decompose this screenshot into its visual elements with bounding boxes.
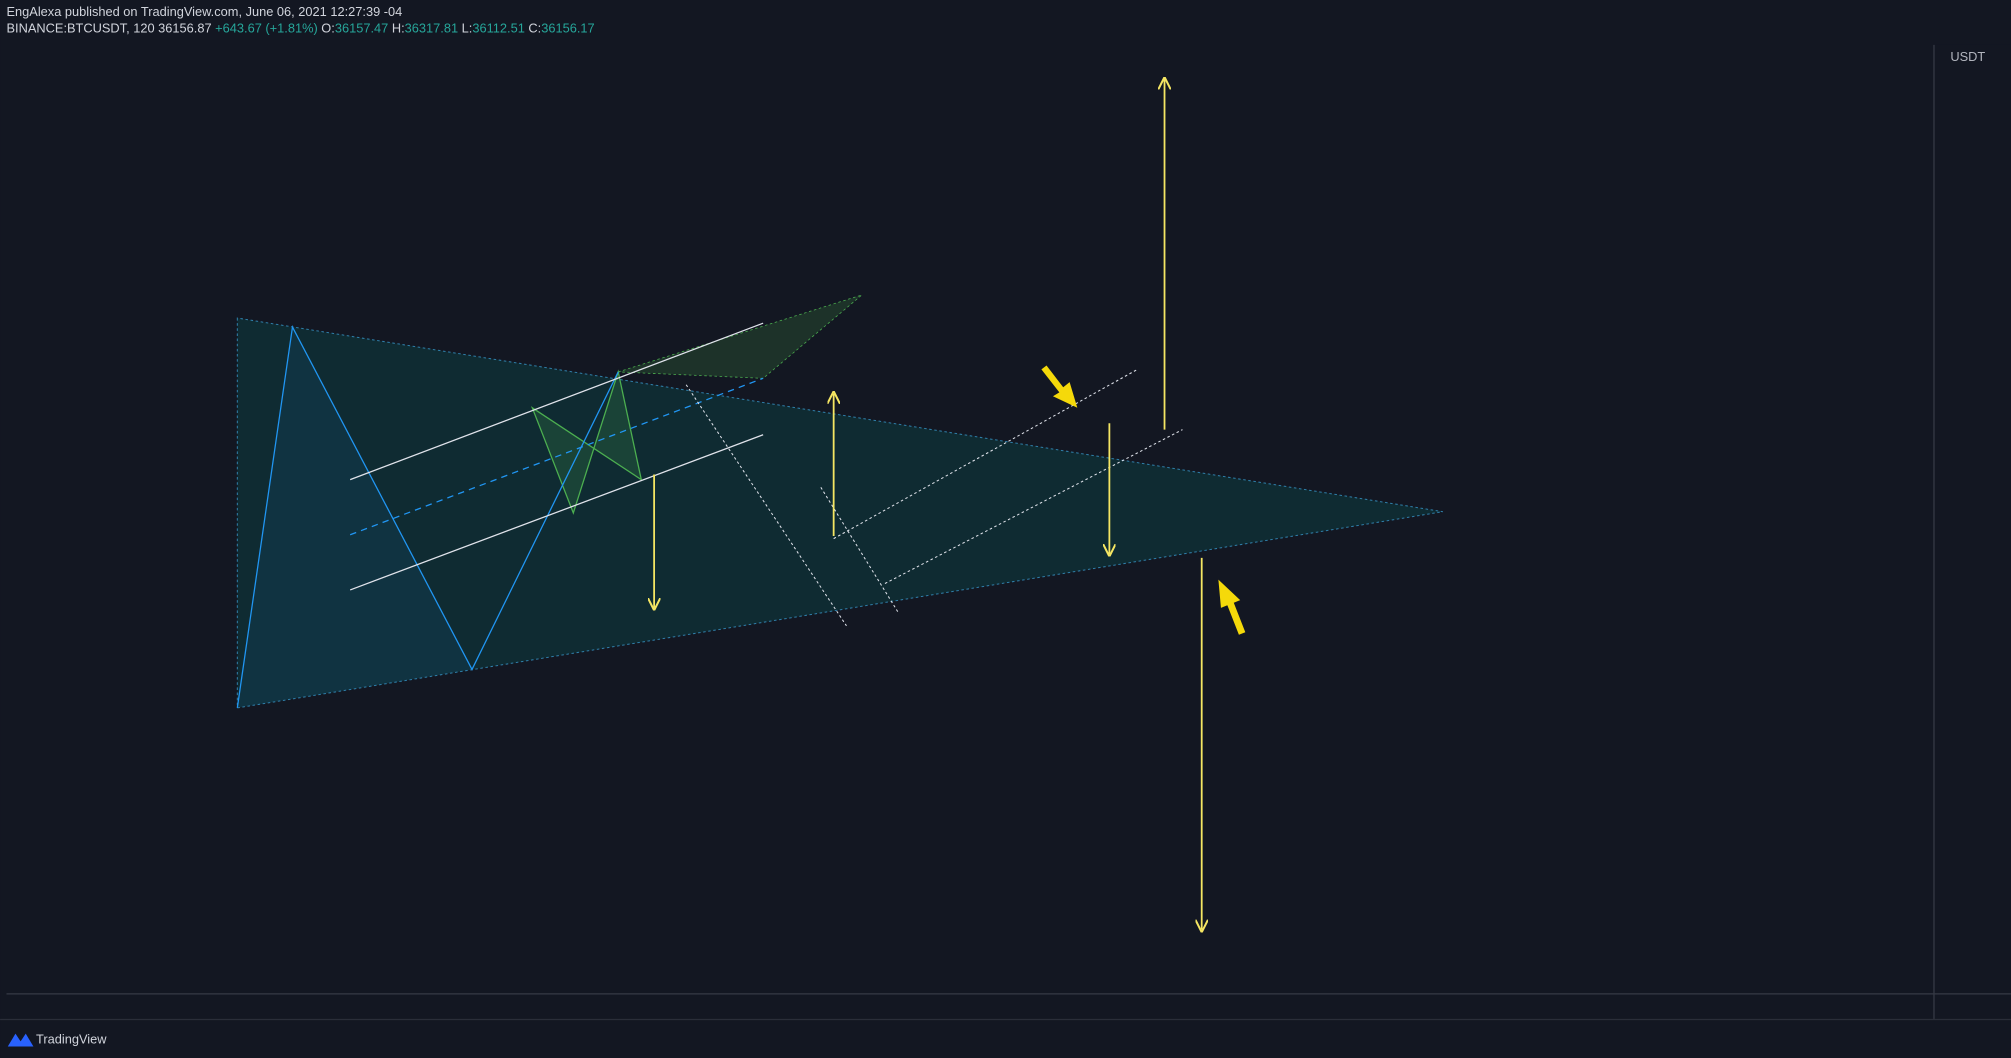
dotted-line [685,384,847,627]
currency: USDT [1950,49,1985,64]
publisher: EngAlexa published on TradingView.com, J… [6,4,402,19]
l-label: L: [462,21,473,36]
l-value: 36112.51 [472,21,525,36]
symbol: BINANCE:BTCUSDT, 120 [6,21,154,36]
channel-line [349,434,764,591]
wedge [618,294,863,379]
dotted-line [820,487,899,612]
channel-line [349,322,764,481]
dotted-line [884,429,1183,584]
zigzag-fill [237,327,473,708]
legend-line: BINANCE:BTCUSDT, 120 36156.87 +643.67 (+… [6,21,594,36]
channel-mid [349,377,764,536]
triangle [236,317,1443,709]
dotted-line [833,368,1138,540]
logo [7,1033,34,1047]
fake-arrow [1041,365,1078,408]
zigzag [236,324,619,708]
o-value: 36157.47 [335,21,388,36]
fake-arrow [1218,579,1246,635]
h-label: H: [392,21,405,36]
o-label: O: [321,21,335,36]
brand: TradingView [36,1031,107,1046]
drawings [236,80,1443,930]
h-value: 36317.81 [405,21,458,36]
change: +643.67 (+1.81%) [215,21,318,36]
c-value: 36156.17 [541,21,594,36]
last-price: 36156.87 [158,21,211,36]
c-label: C: [528,21,541,36]
price-axis [1933,44,2011,1020]
